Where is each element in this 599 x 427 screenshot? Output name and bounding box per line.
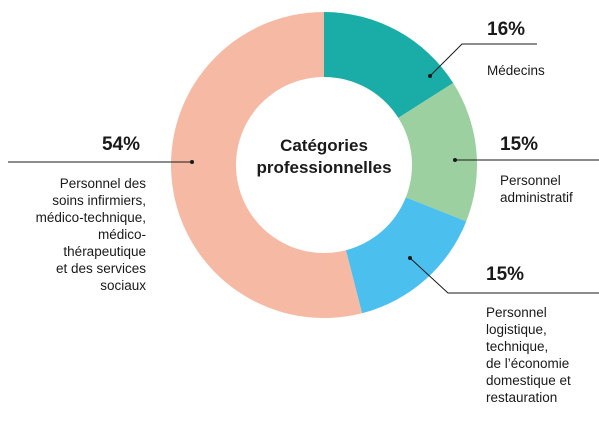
donut-slice [324,12,454,118]
category-label: Personnel logistique, technique, de l’éc… [486,305,571,405]
leader-dot [190,160,194,164]
leader-dot [453,158,457,162]
value-label: 54% [101,134,140,155]
category-label: Personnel des soins infirmiers, médico-t… [35,176,146,293]
donut-slice [171,12,363,318]
leader-dot [428,74,432,78]
leader-dot [408,256,412,260]
category-label: Personnel administratif [500,173,573,205]
leader-line [409,257,599,294]
donut-slice [398,83,478,222]
category-label: Médecins [487,63,545,78]
value-label: 15% [500,134,539,155]
value-label: 16% [487,19,526,40]
chart-title: Catégories professionnelles [256,136,392,177]
leader-line [429,43,537,77]
value-label: 15% [486,264,525,285]
donut-slice [345,197,467,314]
